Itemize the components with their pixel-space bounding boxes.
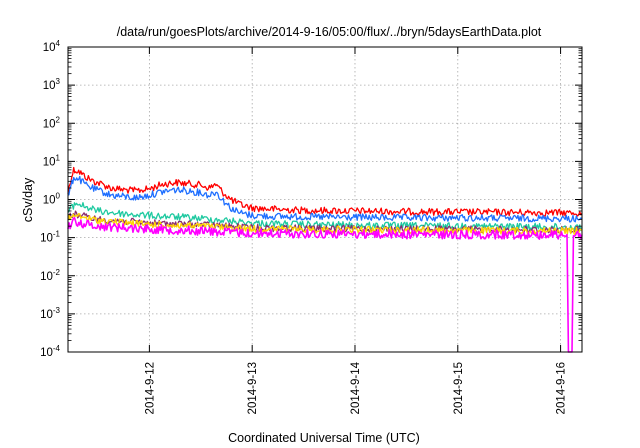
series-line-3 bbox=[67, 202, 583, 232]
series-line-1 bbox=[67, 166, 583, 217]
y-axis-label: cSv/day bbox=[21, 177, 35, 222]
x-tick-label: 2014-9-16 bbox=[556, 362, 568, 414]
y-tick-label: 10-2 bbox=[40, 268, 60, 283]
x-tick-label: 2014-9-14 bbox=[350, 361, 362, 414]
series-line-2 bbox=[67, 175, 583, 223]
x-tick-labels: 2014-9-12 2014-9-13 2014-9-14 2014-9-15 2014… bbox=[144, 361, 567, 414]
x-tick-label: 2014-9-12 bbox=[144, 362, 156, 414]
y-tick-labels: 10-4 10-3 10-2 10-1 100 101 102 103 104 bbox=[40, 39, 60, 359]
y-tick-label: 10-1 bbox=[40, 230, 60, 245]
y-tick-label: 104 bbox=[43, 39, 61, 54]
y-tick-label: 102 bbox=[43, 115, 61, 130]
x-axis-label: Coordinated Universal Time (UTC) bbox=[228, 431, 420, 445]
x-tick-label: 2014-9-15 bbox=[453, 362, 465, 414]
series-layer bbox=[67, 166, 583, 353]
grid-lines bbox=[68, 47, 582, 352]
y-tick-label: 10-3 bbox=[40, 306, 60, 321]
y-tick-label: 100 bbox=[43, 192, 61, 207]
chart-title: /data/run/goesPlots/archive/2014-9-16/05… bbox=[117, 25, 542, 39]
plot-frame bbox=[67, 46, 583, 353]
y-tick-label: 103 bbox=[43, 77, 61, 92]
series-line-6 bbox=[67, 216, 583, 353]
y-tick-label: 10-4 bbox=[40, 344, 60, 359]
x-tick-label: 2014-9-13 bbox=[247, 362, 259, 414]
y-tick-label: 101 bbox=[43, 153, 61, 168]
